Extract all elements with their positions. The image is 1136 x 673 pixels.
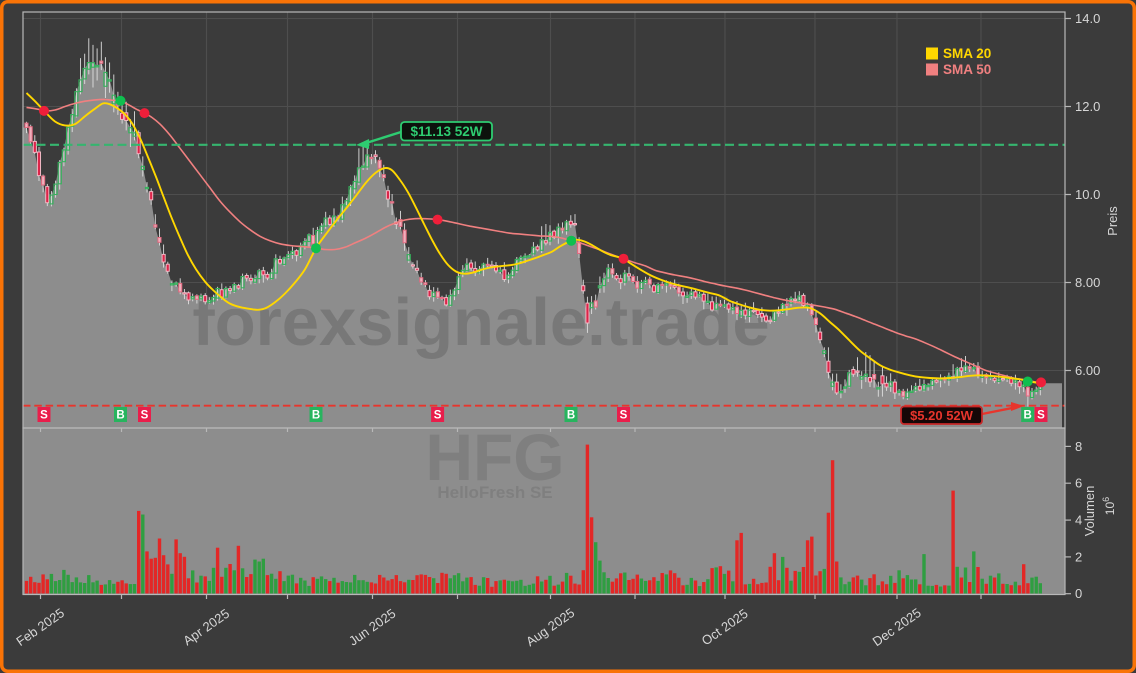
svg-text:B: B bbox=[116, 410, 124, 422]
svg-text:12.0: 12.0 bbox=[1075, 99, 1100, 114]
svg-text:8: 8 bbox=[1075, 439, 1082, 454]
svg-text:4: 4 bbox=[1075, 513, 1082, 528]
svg-text:B: B bbox=[312, 410, 320, 422]
svg-text:S: S bbox=[141, 410, 149, 422]
svg-text:$5.20 52W: $5.20 52W bbox=[910, 408, 974, 423]
svg-text:B: B bbox=[1024, 410, 1032, 422]
svg-text:$11.13 52W: $11.13 52W bbox=[410, 124, 482, 139]
svg-text:10.0: 10.0 bbox=[1075, 187, 1100, 202]
svg-text:0: 0 bbox=[1075, 586, 1082, 601]
svg-text:6.00: 6.00 bbox=[1075, 363, 1100, 378]
svg-text:SMA 20: SMA 20 bbox=[943, 46, 991, 61]
svg-text:SMA 50: SMA 50 bbox=[943, 62, 991, 77]
svg-text:HFG: HFG bbox=[425, 420, 564, 494]
svg-text:6: 6 bbox=[1075, 476, 1082, 491]
svg-text:S: S bbox=[620, 410, 628, 422]
svg-text:S: S bbox=[40, 410, 48, 422]
svg-text:forexsignale.trade: forexsignale.trade bbox=[192, 285, 769, 360]
svg-text:2: 2 bbox=[1075, 549, 1082, 564]
svg-text:HelloFresh SE: HelloFresh SE bbox=[437, 483, 552, 502]
svg-text:B: B bbox=[567, 410, 575, 422]
svg-text:S: S bbox=[1037, 410, 1045, 422]
svg-text:8.00: 8.00 bbox=[1075, 275, 1100, 290]
svg-text:Preis: Preis bbox=[1105, 206, 1120, 236]
svg-text:Volumen: Volumen bbox=[1082, 486, 1097, 537]
svg-text:S: S bbox=[434, 410, 442, 422]
svg-text:14.0: 14.0 bbox=[1075, 11, 1100, 26]
